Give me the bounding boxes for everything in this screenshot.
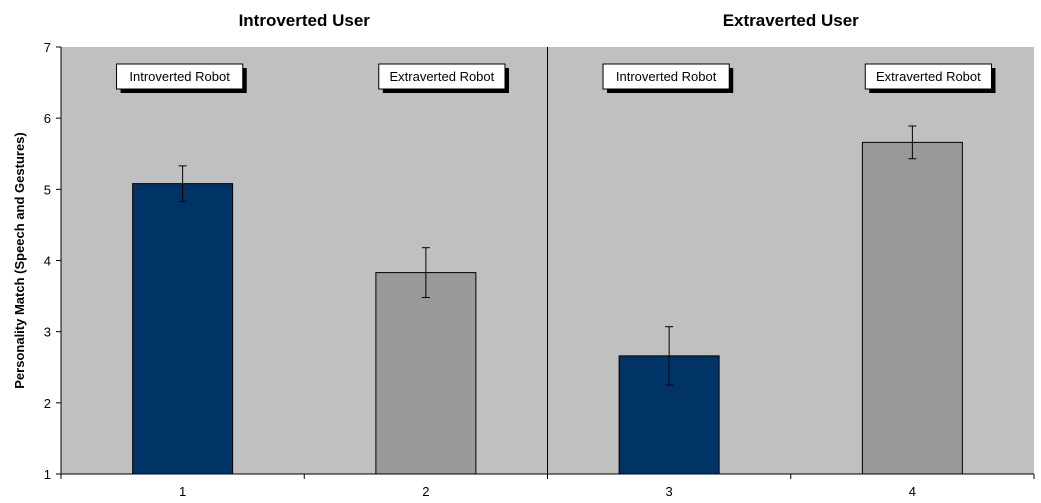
y-tick-label: 2 xyxy=(44,396,51,411)
x-tick-label: 4 xyxy=(909,484,916,499)
bar-label: Extraverted Robot xyxy=(389,69,494,84)
y-tick-label: 7 xyxy=(44,40,51,55)
label-box xyxy=(116,63,244,90)
y-tick-label: 1 xyxy=(44,467,51,482)
panel-title: Extraverted User xyxy=(723,11,859,30)
label-box xyxy=(864,63,992,90)
y-axis-label: Personality Match (Speech and Gestures) xyxy=(12,132,27,388)
bar xyxy=(132,183,234,475)
bar-label: Introverted Robot xyxy=(616,69,717,84)
label-box xyxy=(602,63,730,90)
y-tick-label: 6 xyxy=(44,111,51,126)
y-tick-label: 4 xyxy=(44,254,51,269)
x-tick-label: 1 xyxy=(179,484,186,499)
bar xyxy=(861,141,963,475)
bar-label: Extraverted Robot xyxy=(876,69,981,84)
x-tick-label: 3 xyxy=(666,484,673,499)
y-tick-label: 3 xyxy=(44,325,51,340)
x-tick-label: 2 xyxy=(422,484,429,499)
panel-title: Introverted User xyxy=(239,11,371,30)
bar xyxy=(375,272,477,475)
y-tick-label: 5 xyxy=(44,182,51,197)
bar-label: Introverted Robot xyxy=(129,69,230,84)
label-box xyxy=(378,63,506,90)
